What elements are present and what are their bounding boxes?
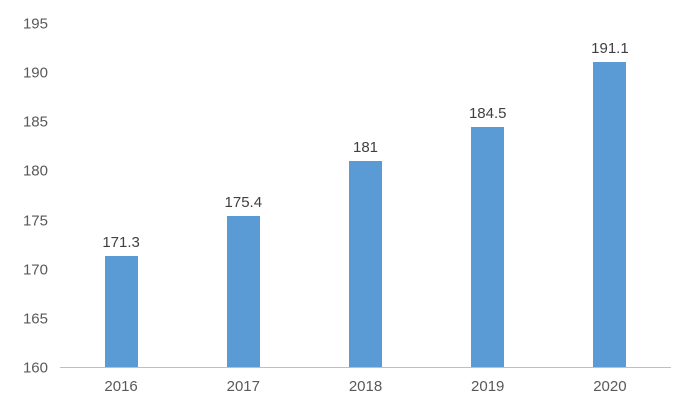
x-tick-label: 2019 <box>471 378 505 395</box>
y-tick-label: 170 <box>22 261 48 279</box>
bar <box>349 161 382 367</box>
x-tick-label: 2018 <box>348 378 383 395</box>
bar <box>226 216 260 367</box>
bar <box>104 256 138 367</box>
x-tick-label: 2017 <box>226 378 260 395</box>
x-tick-label: 2016 <box>104 378 138 395</box>
y-tick-label: 180 <box>22 162 48 180</box>
y-axis: 160 165 170 175 180 185 190 195 <box>0 17 48 376</box>
x-axis: 2016 2017 2018 2019 2020 <box>60 377 671 397</box>
bar-column: 181 <box>304 24 426 367</box>
bar-data-label: 184.5 <box>468 104 507 122</box>
y-tick-label: 185 <box>22 113 48 131</box>
y-tick-label: 190 <box>22 64 48 82</box>
y-tick-label: 165 <box>22 310 48 328</box>
bar-series: 171.3 175.4 181 184.5 191.1 <box>60 24 671 367</box>
bar-column: 175.4 <box>182 24 304 367</box>
y-tick-label: 160 <box>22 359 48 377</box>
y-tick-label: 195 <box>22 15 48 33</box>
plot-area: 171.3 175.4 181 184.5 191.1 <box>60 24 671 368</box>
bar-data-label: 171.3 <box>102 234 140 252</box>
bar-data-label: 175.4 <box>224 194 263 212</box>
bar-column: 171.3 <box>60 24 182 367</box>
bar <box>471 126 505 367</box>
bar-data-label: 181 <box>352 139 379 157</box>
bar-data-label: 191.1 <box>591 40 629 58</box>
y-tick-label: 175 <box>22 212 48 230</box>
bar-column: 184.5 <box>427 24 549 367</box>
bar <box>593 62 627 367</box>
x-tick-label: 2020 <box>593 378 627 395</box>
bar-column: 191.1 <box>549 24 671 367</box>
